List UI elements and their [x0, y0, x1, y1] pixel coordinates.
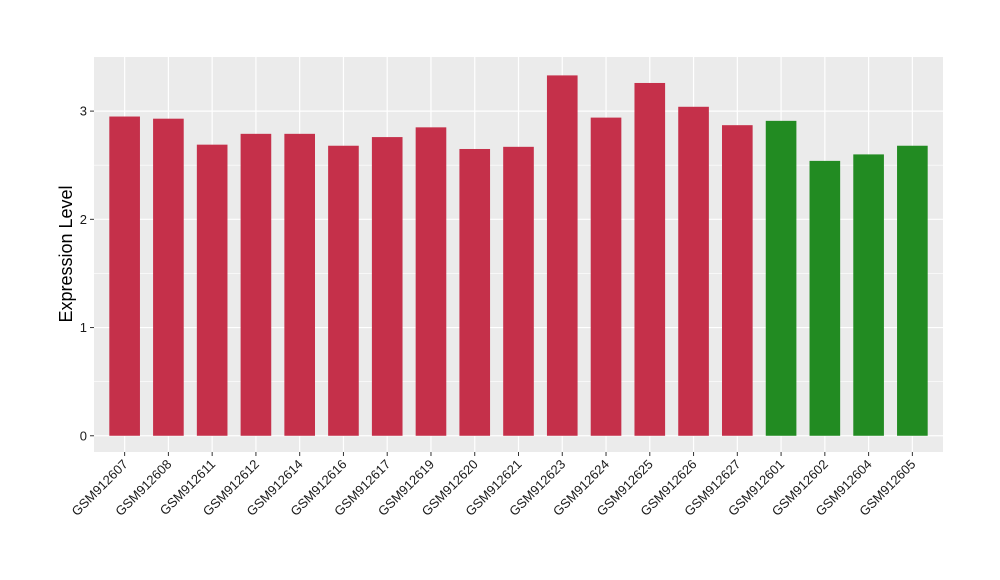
x-axis: GSM912607GSM912608GSM912611GSM912612GSM9…	[69, 452, 919, 519]
bar-GSM912604	[853, 154, 884, 435]
y-tick-label: 2	[80, 212, 87, 227]
bar-GSM912602	[810, 161, 841, 436]
bar-GSM912621	[503, 147, 534, 436]
bar-GSM912620	[459, 149, 490, 436]
y-axis: 0 1 2 3	[80, 104, 94, 444]
y-tick-label: 3	[80, 104, 87, 119]
bar-GSM912611	[197, 145, 228, 436]
bar-GSM912608	[153, 119, 184, 436]
bar-GSM912619	[416, 127, 447, 435]
bar-GSM912616	[328, 146, 359, 436]
bar-GSM912626	[678, 107, 709, 436]
bar-GSM912605	[897, 146, 928, 436]
bar-GSM912625	[634, 83, 665, 436]
bar-GSM912601	[766, 121, 797, 436]
bar-GSM912612	[241, 134, 272, 436]
bar-GSM912617	[372, 137, 403, 436]
bar-GSM912624	[591, 118, 622, 436]
y-tick-label: 1	[80, 320, 87, 335]
bar-GSM912607	[109, 117, 140, 436]
bar-GSM912614	[284, 134, 315, 436]
bar-GSM912627	[722, 125, 753, 436]
bar-GSM912623	[547, 75, 578, 435]
y-tick-label: 0	[80, 428, 87, 443]
y-axis-title: Expression Level	[56, 185, 76, 322]
